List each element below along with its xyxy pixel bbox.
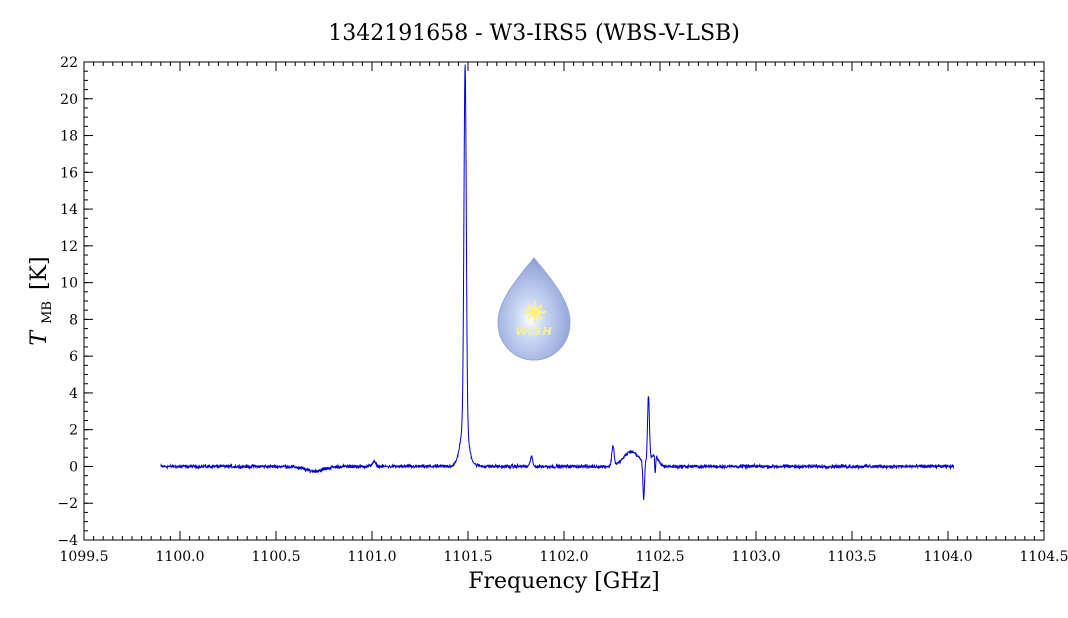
x-tick-labels: 1099.5 1100.0 1100.5 1101.0 1101.5 1102.0 1102…	[60, 549, 1068, 565]
y-axis-label: T MB [K]	[27, 256, 57, 345]
x-tick-label: 1104.0	[924, 549, 973, 565]
svg-text:T MB [K]: T MB [K]	[27, 256, 57, 345]
y-tick-label: 10	[60, 276, 78, 292]
y-tick-label: 22	[60, 55, 78, 71]
y-tick-labels: −4 −2 0 2 4 6 8 10 12 14 16 18 20 22	[57, 55, 78, 549]
x-axis-label: Frequency [GHz]	[468, 569, 660, 594]
y-axis-label-sub: MB	[40, 301, 55, 324]
y-tick-label: 14	[60, 202, 78, 218]
y-tick-label: 8	[69, 312, 78, 328]
y-axis-label-main: T	[27, 329, 52, 346]
y-tick-label: 12	[60, 239, 78, 255]
y-tick-label: 2	[69, 423, 78, 439]
y-tick-label: 0	[69, 459, 78, 475]
x-tick-label: 1100.5	[252, 549, 301, 565]
x-tick-label: 1102.5	[636, 549, 685, 565]
x-tick-label: 1104.5	[1020, 549, 1068, 565]
x-tick-label: 1101.0	[348, 549, 397, 565]
y-axis-label-unit: [K]	[27, 256, 52, 290]
wish-logo: WISH	[497, 257, 571, 361]
logo-text: WISH	[515, 325, 552, 338]
x-tick-label: 1101.5	[444, 549, 493, 565]
x-tick-label: 1103.0	[732, 549, 781, 565]
x-tick-label: 1103.5	[828, 549, 877, 565]
x-tick-label: 1100.0	[156, 549, 205, 565]
chart-title: 1342191658 - W3-IRS5 (WBS-V-LSB)	[328, 21, 740, 46]
x-tick-label: 1099.5	[60, 549, 109, 565]
y-tick-label: −4	[57, 533, 78, 549]
series-line-spectrum	[160, 64, 955, 500]
y-tick-label: 20	[60, 92, 78, 108]
y-tick-label: 16	[60, 165, 78, 181]
y-tick-label: 4	[69, 386, 78, 402]
y-tick-label: 18	[60, 129, 78, 145]
axis-ticks	[83, 61, 1045, 541]
x-tick-label: 1102.0	[540, 549, 589, 565]
star-icon	[524, 301, 546, 323]
y-tick-label: 6	[69, 349, 78, 365]
y-tick-label: −2	[57, 496, 78, 512]
